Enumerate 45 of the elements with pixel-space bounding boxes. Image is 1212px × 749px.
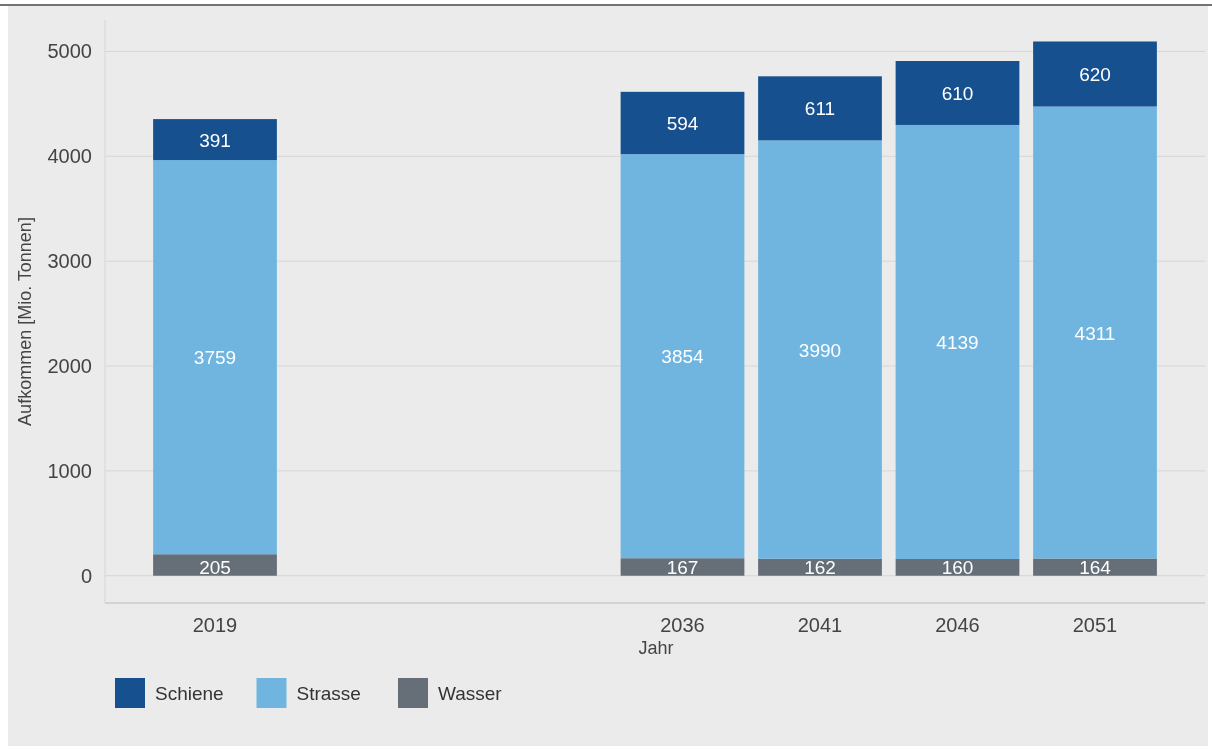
data-label: 162 (804, 556, 836, 578)
bar (758, 558, 882, 576)
data-label: 4139 (936, 331, 979, 353)
bar (758, 76, 882, 141)
legend-label: Schiene (155, 683, 224, 704)
data-label: 160 (941, 556, 974, 578)
data-label: 167 (666, 556, 699, 578)
y-tick-label: 2000 (47, 355, 92, 378)
x-tick-label: 2036 (660, 614, 705, 636)
data-label: 391 (199, 129, 231, 151)
data-label: 594 (666, 112, 699, 134)
bar (895, 124, 1020, 559)
data-label: 611 (804, 98, 836, 120)
bar (895, 61, 1020, 125)
bar (620, 558, 745, 576)
bar (153, 160, 277, 555)
bar (153, 119, 277, 161)
bar (1033, 41, 1157, 107)
data-label: 3759 (193, 347, 237, 369)
x-tick-label: 2046 (935, 614, 980, 636)
y-tick-label: 4000 (47, 145, 92, 168)
bar (620, 91, 745, 155)
y-tick-label: 0 (80, 564, 92, 587)
y-tick-label: 1000 (47, 459, 92, 482)
data-label: 164 (1079, 556, 1112, 578)
data-label: 3854 (661, 346, 705, 368)
y-tick-label: 3000 (47, 250, 92, 273)
bar (895, 558, 1020, 576)
bar (620, 154, 745, 559)
y-tick-label: 5000 (47, 40, 92, 63)
legend-label: Strasse (296, 683, 361, 704)
data-label: 620 (1079, 64, 1111, 85)
data-label: 3990 (798, 339, 842, 361)
legend-label: Wasser (438, 683, 503, 704)
data-label: 205 (199, 556, 231, 578)
bar (758, 140, 882, 559)
y-axis-title: Aufkommen [Mio. Tonnen] (15, 217, 35, 426)
data-label: 4311 (1074, 322, 1116, 344)
x-axis-title: Jahr (638, 638, 674, 658)
bar (153, 554, 277, 576)
x-tick-label: 2019 (192, 614, 238, 636)
x-tick-label: 2051 (1072, 614, 1118, 636)
x-tick-label: 2041 (797, 614, 843, 636)
data-label: 610 (941, 82, 974, 104)
bar (1033, 106, 1157, 559)
